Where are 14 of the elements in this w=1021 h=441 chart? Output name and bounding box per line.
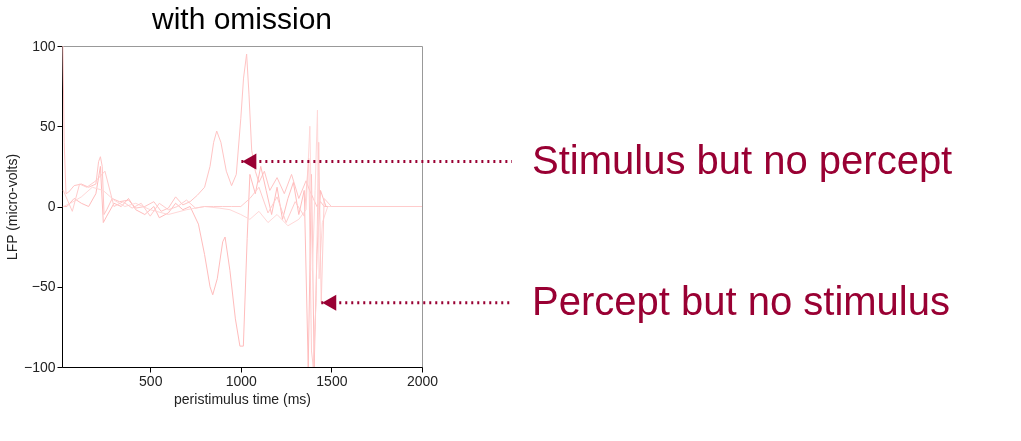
x-tick-label: 2000 <box>406 372 439 389</box>
y-tick-label: −100 <box>23 358 56 375</box>
x-tick-label: 1000 <box>225 372 258 389</box>
x-tick-label: 500 <box>139 372 163 389</box>
y-tick-label: 50 <box>39 117 56 134</box>
y-tick-label: −50 <box>31 278 56 295</box>
y-tick-label: 100 <box>32 37 56 54</box>
x-axis-title: peristimulus time (ms) <box>174 390 311 407</box>
x-tick-label: 1500 <box>316 372 348 389</box>
y-tick-label: 0 <box>47 198 56 214</box>
annotation: Stimulus but no percept <box>532 137 953 182</box>
annotation: Percept but no stimulus <box>532 278 950 323</box>
y-axis-title: LFP (micro-volts) <box>3 153 20 261</box>
chart-title: with omission <box>150 2 333 35</box>
